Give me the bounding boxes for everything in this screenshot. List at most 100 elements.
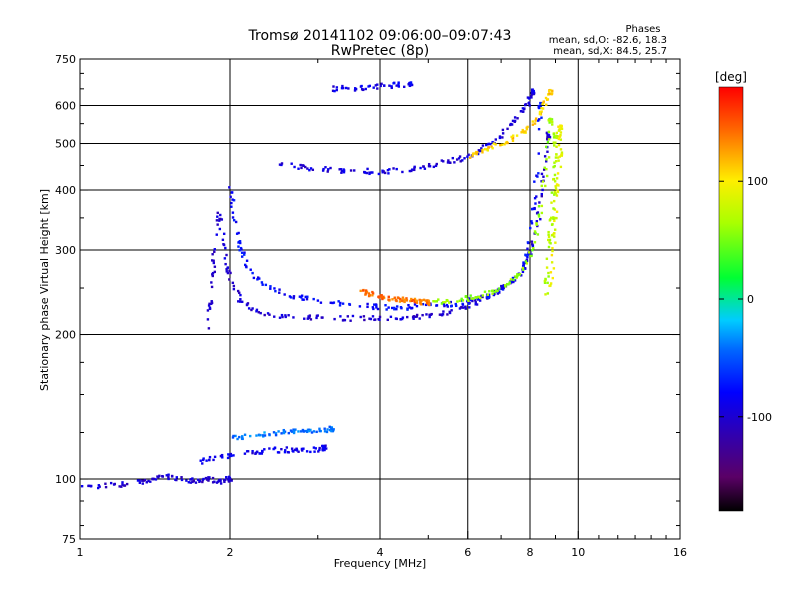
echo-point: [292, 295, 296, 298]
echo-point: [277, 430, 280, 433]
echo-point: [216, 480, 220, 483]
echo-point: [399, 317, 402, 321]
echo-point: [297, 167, 300, 170]
echo-point: [401, 170, 404, 174]
echo-point: [554, 141, 557, 144]
echo-point: [550, 253, 554, 257]
echo-point: [555, 210, 559, 213]
echo-point: [435, 162, 438, 166]
echo-point: [543, 166, 546, 169]
echo-point: [232, 434, 235, 438]
echo-point: [365, 290, 369, 294]
echo-point: [511, 139, 515, 142]
echo-point: [435, 304, 439, 307]
echo-point: [213, 480, 216, 483]
echo-point: [396, 296, 400, 299]
echo-point: [555, 194, 559, 197]
echo-point: [305, 450, 309, 453]
echo-point: [212, 458, 215, 462]
echo-point: [333, 317, 336, 321]
stats-x-mode: mean, sd,X: 84.5, 25.7: [553, 46, 667, 57]
echo-point: [280, 162, 284, 165]
colorbar-tick-label: -100: [747, 411, 772, 424]
echo-point: [290, 162, 293, 165]
echo-point: [286, 450, 290, 454]
echo-point: [530, 96, 533, 99]
echo-point: [440, 302, 444, 305]
echo-point: [533, 230, 537, 233]
echo-point: [549, 282, 553, 285]
echo-point: [542, 168, 546, 171]
echo-point: [363, 318, 366, 322]
echo-point: [460, 297, 463, 301]
x-axis: 1 2 4 6 8 10 16: [77, 59, 687, 559]
echo-point: [454, 304, 458, 308]
echo-point: [519, 110, 523, 113]
echo-point: [341, 302, 345, 305]
echo-point: [353, 169, 356, 172]
x-tick-label: 16: [673, 546, 687, 559]
echo-point: [513, 116, 517, 119]
echo-point: [269, 285, 272, 288]
echo-point: [210, 300, 213, 303]
echo-point: [546, 98, 550, 101]
echo-point: [295, 448, 298, 451]
echo-point: [551, 120, 554, 124]
echo-point: [353, 89, 357, 92]
echo-point: [288, 295, 292, 298]
echo-point: [338, 168, 341, 171]
echo-point: [422, 298, 426, 302]
echo-point: [243, 452, 247, 455]
echo-point: [415, 315, 419, 318]
echo-point: [540, 211, 544, 215]
echo-point: [269, 287, 272, 290]
echo-point: [208, 455, 212, 459]
echo-point: [304, 429, 308, 433]
echo-point: [471, 299, 474, 303]
echo-point: [552, 216, 555, 219]
echo-point: [365, 171, 368, 175]
echo-point: [390, 85, 393, 88]
echo-point: [530, 89, 534, 93]
echo-point: [540, 116, 543, 119]
echo-point: [547, 119, 550, 122]
echo-point: [403, 85, 406, 89]
echo-point: [387, 298, 390, 301]
echo-point: [474, 299, 477, 302]
echo-point: [392, 82, 395, 85]
echo-point: [532, 246, 535, 250]
echo-point: [228, 454, 231, 458]
echo-point: [264, 283, 268, 287]
echo-point: [211, 273, 214, 276]
echo-point: [399, 297, 402, 301]
echo-point: [399, 305, 403, 309]
echo-point: [230, 479, 233, 482]
echo-point: [512, 280, 515, 284]
echo-point: [301, 298, 304, 301]
echo-point: [167, 477, 170, 481]
echo-point: [291, 449, 294, 453]
echo-point: [167, 473, 170, 476]
echo-point: [498, 135, 502, 138]
echo-point: [346, 315, 350, 318]
echo-point: [158, 474, 161, 478]
echo-point: [550, 92, 553, 96]
echo-point: [427, 162, 431, 166]
echo-point: [557, 184, 560, 187]
echo-point: [514, 275, 517, 278]
echo-point: [212, 261, 215, 265]
echo-point: [447, 159, 450, 162]
echo-point: [324, 166, 327, 169]
echo-point: [544, 293, 547, 296]
echo-point: [207, 476, 210, 479]
echo-point: [185, 479, 188, 482]
echo-point: [385, 308, 388, 311]
echo-point: [508, 281, 511, 284]
echo-point: [425, 313, 428, 316]
echo-point: [536, 119, 540, 122]
echo-point: [328, 425, 331, 429]
echo-point: [528, 96, 531, 100]
y-tick-label: 600: [55, 100, 76, 113]
echo-point: [202, 458, 205, 462]
echo-point: [554, 134, 557, 138]
